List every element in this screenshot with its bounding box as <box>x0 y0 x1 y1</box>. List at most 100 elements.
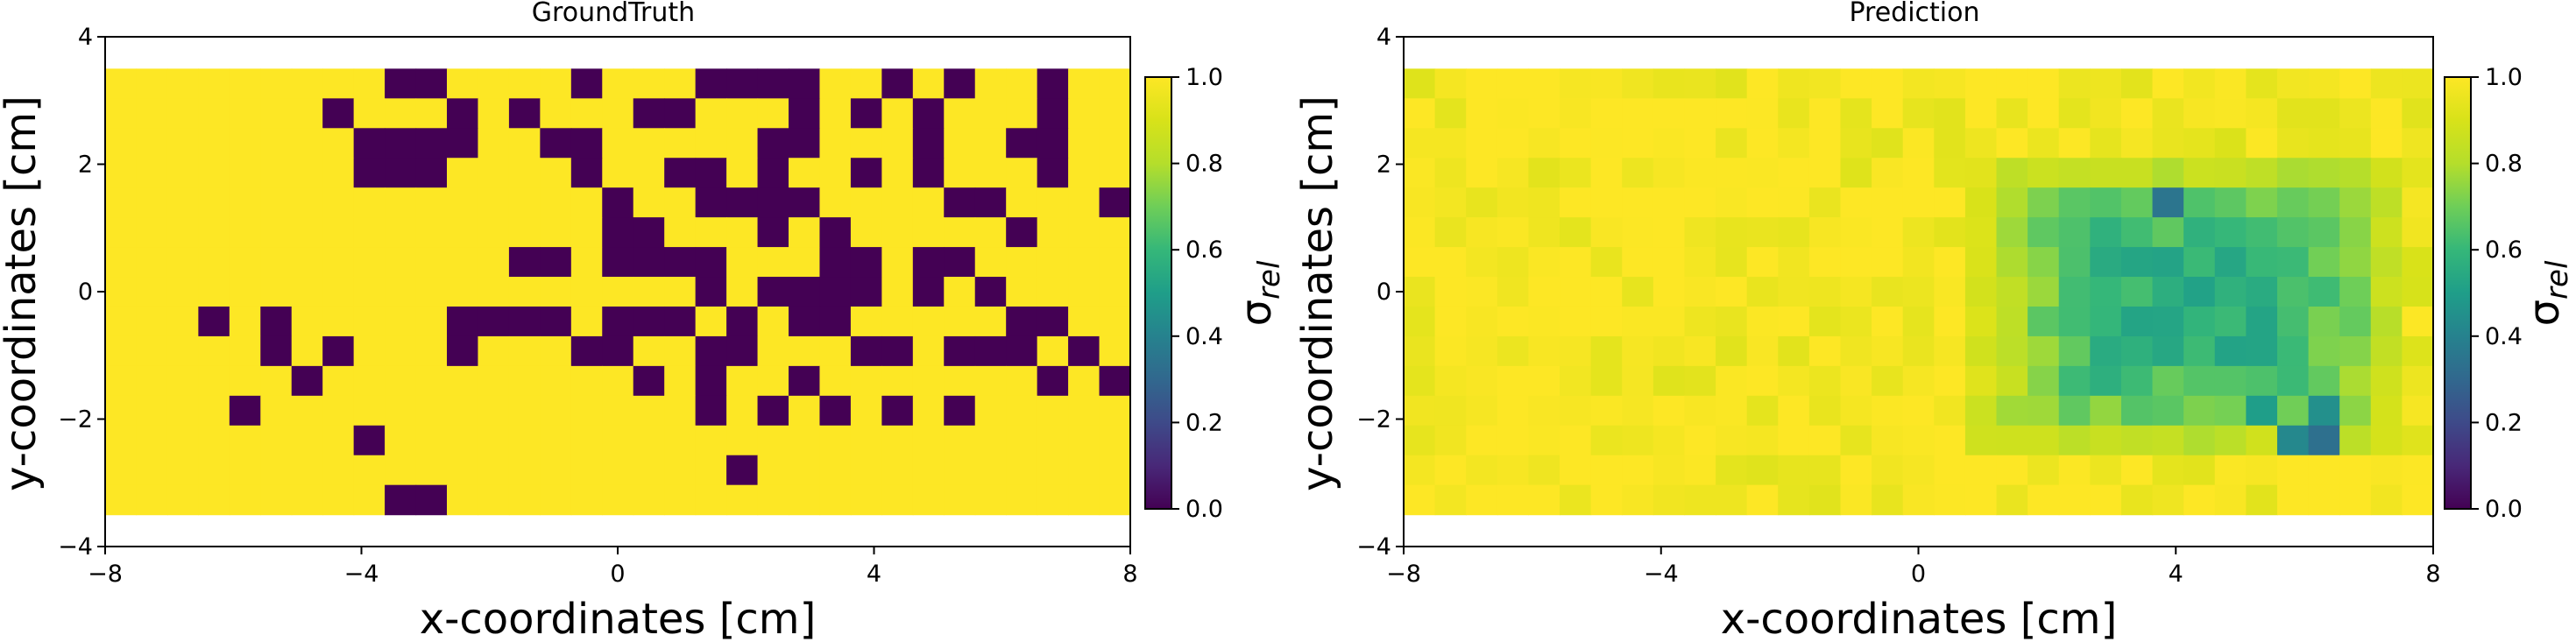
heatmap-cell <box>229 365 261 397</box>
heatmap-cell <box>1934 484 1966 516</box>
heatmap-cell <box>726 68 759 99</box>
heatmap-cell <box>881 335 914 367</box>
heatmap-cell <box>136 484 168 516</box>
heatmap-cell <box>136 98 168 129</box>
heatmap-cell <box>1528 247 1560 278</box>
heatmap-cell <box>881 187 914 218</box>
heatmap-cell <box>2370 217 2403 248</box>
heatmap-cell <box>570 484 603 516</box>
heatmap-cell <box>944 365 976 397</box>
heatmap-cell <box>1404 425 1436 456</box>
heatmap-cell <box>1964 306 1998 337</box>
heatmap-cell <box>166 365 199 397</box>
heatmap-cell <box>2339 335 2372 367</box>
heatmap-cell <box>2276 306 2310 337</box>
heatmap-cell <box>2152 68 2184 99</box>
heatmap-cell <box>198 158 230 188</box>
heatmap-cell <box>1497 247 1530 278</box>
heatmap-cell <box>1872 217 1904 248</box>
heatmap-cell <box>2090 277 2122 307</box>
heatmap-cell <box>1840 98 1872 129</box>
heatmap-cell <box>757 365 789 397</box>
heatmap-cell <box>385 217 417 248</box>
heatmap-cell <box>850 455 882 486</box>
heatmap-cell <box>664 217 697 248</box>
colorbar-label: σrel <box>2520 260 2575 326</box>
colorbar-tick-label: 1.0 <box>2485 64 2523 91</box>
heatmap-cell <box>2183 395 2216 427</box>
heatmap-cell <box>291 247 323 278</box>
heatmap-cell <box>2120 335 2154 367</box>
heatmap-cell <box>447 484 479 516</box>
heatmap-cell <box>2120 306 2154 337</box>
heatmap-cell <box>2090 217 2122 248</box>
heatmap-cell <box>2120 395 2154 427</box>
heatmap-cell <box>1684 98 1716 129</box>
colorbar-tick-label: 0.0 <box>2485 496 2523 523</box>
heatmap-cell <box>602 68 634 99</box>
heatmap-cell <box>695 68 727 99</box>
heatmap-cell <box>2370 484 2403 516</box>
heatmap-cell <box>2402 68 2434 99</box>
heatmap-cell <box>1466 395 1498 427</box>
heatmap-cell <box>1622 306 1654 337</box>
heatmap-cell <box>1068 395 1100 427</box>
heatmap-cell <box>2370 187 2403 218</box>
heatmap-cell <box>540 425 572 456</box>
heatmap-cell <box>2120 247 2154 278</box>
heatmap-cell <box>1037 425 1069 456</box>
heatmap-cell <box>478 247 510 278</box>
heatmap-cell <box>2120 277 2154 307</box>
heatmap-cell <box>2120 455 2154 486</box>
heatmap-cell <box>695 455 727 486</box>
heatmap-cell <box>881 217 914 248</box>
heatmap-cell <box>508 455 541 486</box>
heatmap-cell <box>2152 395 2184 427</box>
heatmap-cell <box>198 68 230 99</box>
heatmap-cell <box>2339 425 2372 456</box>
heatmap-cell <box>2308 455 2340 486</box>
heatmap-cell <box>602 128 634 159</box>
heatmap-cell <box>1964 277 1998 307</box>
heatmap-cell <box>1466 484 1498 516</box>
heatmap-cell <box>1684 425 1716 456</box>
heatmap-cell <box>136 365 168 397</box>
heatmap-cell <box>2183 306 2216 337</box>
heatmap-cell <box>881 306 914 337</box>
heatmap-cell <box>136 425 168 456</box>
heatmap-cell <box>789 455 821 486</box>
heatmap-cell <box>1466 247 1498 278</box>
heatmap-cell <box>291 68 323 99</box>
colorbar <box>2444 76 2472 510</box>
heatmap-cell <box>2214 68 2247 99</box>
heatmap-cell <box>1560 128 1592 159</box>
heatmap-cell <box>633 425 665 456</box>
heatmap-cell <box>1684 306 1716 337</box>
heatmap-cell <box>1808 68 1842 99</box>
heatmap-cell <box>2246 306 2278 337</box>
heatmap-cell <box>2152 128 2184 159</box>
heatmap-cell <box>1434 277 1467 307</box>
heatmap-cell <box>2183 128 2216 159</box>
heatmap-cell <box>1840 455 1872 486</box>
heatmap-cell <box>2028 306 2060 337</box>
heatmap-cell <box>2370 455 2403 486</box>
heatmap-cell <box>2276 247 2310 278</box>
heatmap-cell <box>260 217 293 248</box>
heatmap-cell <box>1746 247 1779 278</box>
heatmap-cell <box>726 277 759 307</box>
heatmap-cell <box>105 68 138 99</box>
heatmap-cell <box>1964 395 1998 427</box>
heatmap-cell <box>1528 158 1560 188</box>
heatmap-cell <box>136 455 168 486</box>
heatmap-cell <box>1996 128 2028 159</box>
heatmap-cell <box>570 395 603 427</box>
heatmap-cell <box>260 425 293 456</box>
heatmap-cell <box>2120 68 2154 99</box>
heatmap-cell <box>2402 128 2434 159</box>
heatmap-cell <box>540 187 572 218</box>
heatmap-cell <box>1964 158 1998 188</box>
heatmap-cell <box>1746 187 1779 218</box>
heatmap-cell <box>944 98 976 129</box>
heatmap-cell <box>2183 247 2216 278</box>
